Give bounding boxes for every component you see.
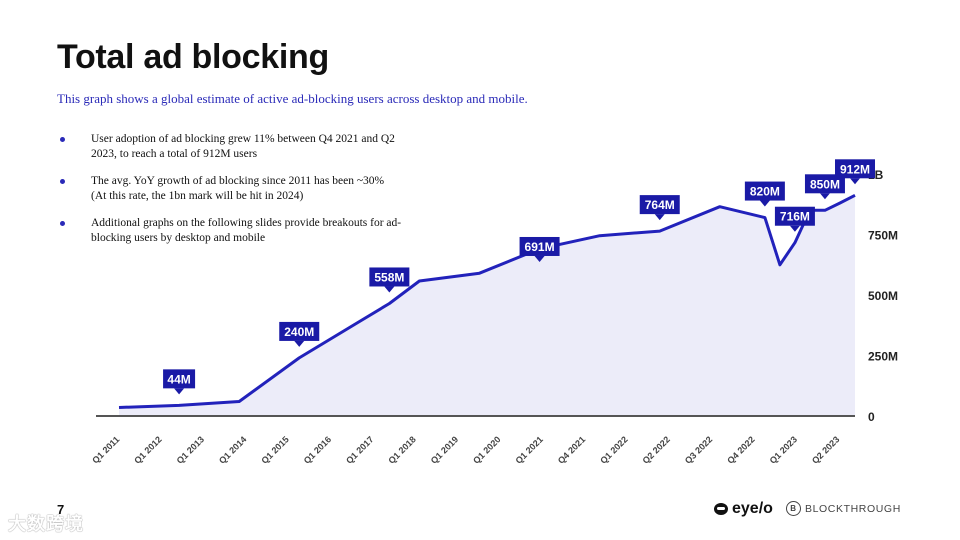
bullet-item: User adoption of ad blocking grew 11% be… [57, 132, 402, 162]
x-tick-label: Q1 2023 [768, 434, 799, 465]
x-tick-label: Q4 2022 [725, 434, 756, 465]
area-fill [119, 195, 855, 416]
bullet-text: User adoption of ad blocking grew 11% be… [91, 133, 395, 160]
eyeo-logo: eye/o [714, 500, 773, 518]
data-label: 44M [163, 369, 196, 395]
x-tick-label: Q1 2013 [175, 434, 206, 465]
y-tick-label: 500M [868, 289, 898, 303]
data-label: 240M [279, 321, 320, 347]
data-label-pointer [759, 200, 770, 207]
data-label: 716M [774, 206, 815, 232]
x-tick-label: Q2 2022 [641, 434, 672, 465]
data-label-pointer [654, 214, 665, 221]
x-tick-label: Q1 2021 [513, 434, 544, 465]
data-label: 558M [369, 267, 410, 293]
data-label-text: 912M [840, 162, 870, 176]
x-tick-label: Q1 2022 [598, 434, 629, 465]
data-label-text: 44M [167, 372, 190, 386]
x-tick-label: Q1 2014 [217, 434, 248, 465]
data-label-text: 558M [374, 270, 404, 284]
x-tick-label: Q4 2021 [556, 434, 587, 465]
data-label: 691M [519, 236, 560, 262]
bullet-item: The avg. YoY growth of ad blocking since… [57, 174, 402, 204]
data-label-pointer [819, 193, 830, 200]
data-label-box [279, 321, 320, 341]
data-label-pointer [789, 225, 800, 232]
x-tick-label: Q1 2012 [132, 434, 163, 465]
data-label: 764M [639, 195, 680, 221]
page-title: Total ad blocking [57, 38, 329, 76]
x-tick-label: Q1 2017 [344, 434, 375, 465]
data-label-text: 820M [750, 185, 780, 199]
bullet-dot-icon [60, 137, 65, 142]
bullet-text: Additional graphs on the following slide… [91, 217, 402, 244]
data-label-box [774, 206, 815, 226]
eyeo-eye-icon [714, 503, 728, 515]
x-tick-label: Q1 2015 [259, 434, 290, 465]
x-tick-label: Q1 2019 [429, 434, 460, 465]
data-label-box [639, 195, 680, 215]
data-label-box [519, 236, 560, 256]
data-label-text: 240M [284, 325, 314, 339]
data-label-text: 850M [810, 177, 840, 191]
x-tick-label: Q1 2020 [471, 434, 502, 465]
data-label-pointer [384, 286, 395, 293]
data-label-pointer [850, 178, 860, 185]
y-tick-label: 750M [868, 229, 898, 243]
data-label: 912M [835, 159, 875, 185]
blockthrough-b-icon: B [786, 501, 801, 516]
data-label-text: 716M [780, 210, 810, 224]
x-tick-label: Q1 2018 [386, 434, 417, 465]
data-label: 820M [744, 181, 785, 207]
data-label-box [369, 267, 410, 287]
x-tick-label: Q1 2016 [302, 434, 333, 465]
data-label-pointer [294, 340, 305, 347]
data-label-box [835, 159, 875, 179]
data-label-box [804, 174, 845, 194]
data-label-pointer [534, 255, 545, 262]
bullet-text: The avg. YoY growth of ad blocking since… [91, 175, 385, 202]
x-tick-label: Q3 2022 [683, 434, 714, 465]
data-label-text: 764M [645, 198, 675, 212]
y-tick-label: 0 [868, 410, 875, 424]
bullet-list: User adoption of ad blocking grew 11% be… [57, 132, 402, 258]
y-tick-label: 250M [868, 350, 898, 364]
data-label-box [163, 369, 196, 389]
page-subtitle: This graph shows a global estimate of ac… [57, 91, 528, 106]
blockthrough-logo-text: BLOCKTHROUGH [805, 502, 901, 515]
blockthrough-logo: B BLOCKTHROUGH [786, 501, 901, 516]
data-label-pointer [174, 388, 185, 395]
x-tick-label: Q1 2011 [90, 434, 121, 465]
bullet-dot-icon [60, 179, 65, 184]
page-number: 7 [57, 502, 65, 517]
data-label-text: 691M [525, 240, 555, 254]
data-label-box [744, 181, 785, 201]
bullet-item: Additional graphs on the following slide… [57, 216, 402, 246]
bullet-dot-icon [60, 221, 65, 226]
eyeo-logo-text: eye/o [732, 500, 773, 517]
data-label: 850M [804, 174, 845, 200]
watermark: 大数跨境 [8, 514, 84, 534]
x-tick-label: Q2 2023 [810, 434, 841, 465]
